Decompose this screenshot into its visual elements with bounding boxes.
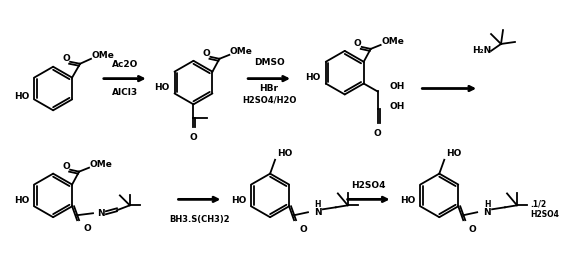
Text: O: O <box>62 162 70 171</box>
Text: OMe: OMe <box>381 38 404 46</box>
Text: OH: OH <box>390 102 405 111</box>
Text: HO: HO <box>305 73 321 82</box>
Text: HO: HO <box>14 196 29 205</box>
Text: BH3.S(CH3)2: BH3.S(CH3)2 <box>169 215 230 224</box>
Text: OMe: OMe <box>91 51 114 60</box>
Text: N: N <box>97 209 105 218</box>
Text: HO: HO <box>400 196 415 205</box>
Text: OH: OH <box>390 82 405 91</box>
Text: H2SO4: H2SO4 <box>530 210 559 219</box>
Text: HO: HO <box>277 149 292 158</box>
Text: HBr: HBr <box>260 84 278 93</box>
Text: HO: HO <box>14 92 29 101</box>
Text: O: O <box>468 225 476 234</box>
Text: OMe: OMe <box>230 47 253 56</box>
Text: N: N <box>314 208 322 217</box>
Text: .1/2: .1/2 <box>530 200 546 209</box>
Text: H₂N: H₂N <box>472 46 491 55</box>
Text: HO: HO <box>231 196 246 205</box>
Text: H: H <box>484 200 490 209</box>
Text: DMSO: DMSO <box>254 58 284 67</box>
Text: O: O <box>354 39 362 49</box>
Text: HO: HO <box>447 149 462 158</box>
Text: OMe: OMe <box>90 160 113 169</box>
Text: N: N <box>483 208 491 217</box>
Text: Ac2O: Ac2O <box>111 60 138 69</box>
Text: H: H <box>315 200 321 209</box>
Text: O: O <box>62 54 70 63</box>
Text: O: O <box>83 224 91 233</box>
Text: H2SO4: H2SO4 <box>352 181 386 190</box>
Text: H2SO4/H2O: H2SO4/H2O <box>242 96 297 105</box>
Text: O: O <box>203 49 210 58</box>
Text: AlCl3: AlCl3 <box>112 88 138 97</box>
Text: O: O <box>374 129 381 138</box>
Text: O: O <box>190 133 197 142</box>
Text: HO: HO <box>154 83 169 92</box>
Text: O: O <box>299 225 307 234</box>
